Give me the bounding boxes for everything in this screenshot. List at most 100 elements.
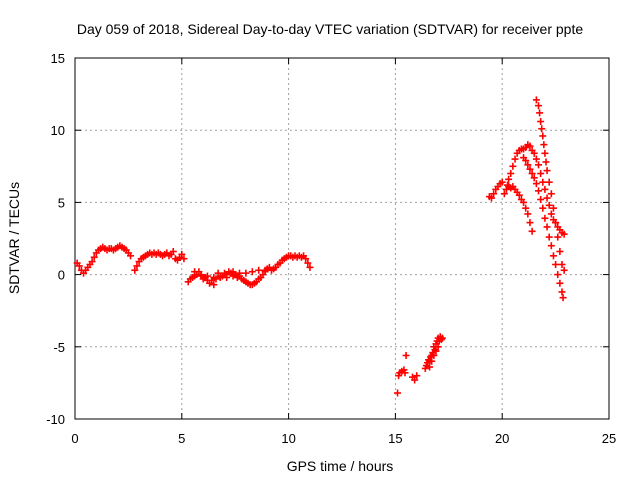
chart-title: Day 059 of 2018, Sidereal Day-to-day VTE… (77, 21, 584, 37)
x-tick-label: 15 (388, 431, 402, 446)
data-point-marker (552, 260, 560, 268)
data-point-marker (522, 204, 530, 212)
data-point-marker (530, 149, 538, 157)
x-tick-label: 10 (281, 431, 295, 446)
data-point-marker (180, 255, 188, 263)
data-point-marker (520, 198, 528, 206)
data-point-marker (509, 162, 517, 170)
data-point-marker (526, 165, 534, 173)
y-tick-label: 15 (51, 51, 65, 66)
data-point-marker (427, 353, 435, 361)
data-point-marker (543, 223, 551, 231)
x-tick-label: 0 (71, 431, 78, 446)
data-point-marker (532, 96, 540, 104)
x-axis-label: GPS time / hours (287, 458, 394, 474)
data-point-marker (543, 167, 551, 175)
x-tick-label: 25 (602, 431, 616, 446)
data-point-marker (304, 259, 312, 267)
data-point-marker (426, 363, 434, 371)
data-point-marker (229, 268, 237, 276)
data-point-marker (507, 170, 515, 178)
data-point-marker (538, 125, 546, 133)
data-point-marker (248, 268, 256, 276)
data-point-marker (547, 242, 555, 250)
data-point-marker (545, 233, 553, 241)
data-points (73, 96, 568, 397)
data-point-marker (498, 178, 506, 186)
data-point-marker (306, 263, 314, 271)
y-tick-label: -10 (46, 412, 65, 427)
y-tick-label: 0 (58, 268, 65, 283)
data-point-marker (535, 187, 543, 195)
data-point-marker (197, 271, 205, 279)
data-point-marker (547, 190, 555, 198)
x-tick-label: 5 (178, 431, 185, 446)
data-point-marker (547, 210, 555, 218)
data-point-marker (210, 281, 218, 289)
data-point-marker (500, 190, 508, 198)
data-point-marker (430, 351, 438, 359)
data-point-marker (437, 336, 445, 344)
data-point-marker (537, 118, 545, 126)
data-point-marker (133, 262, 141, 270)
data-point-marker (88, 258, 96, 266)
data-point-marker (191, 268, 199, 276)
data-point-marker (539, 132, 547, 140)
plot-frame (74, 57, 610, 420)
data-point-marker (261, 268, 269, 276)
data-point-marker (559, 294, 567, 302)
data-point-marker (528, 227, 536, 235)
data-point-marker (401, 369, 409, 377)
data-point-marker (558, 288, 566, 296)
data-point-marker (522, 157, 530, 165)
data-point-marker (536, 109, 544, 117)
data-point-marker (411, 376, 419, 384)
data-point-marker (554, 233, 562, 241)
data-point-marker (515, 191, 523, 199)
data-point-marker (556, 247, 564, 255)
data-point-marker (532, 155, 540, 163)
data-point-marker (560, 230, 568, 238)
data-point-marker (428, 357, 436, 365)
data-point-marker (541, 185, 549, 193)
y-axis-label: SDTVAR / TECUs (6, 182, 22, 294)
data-point-marker (556, 279, 564, 287)
data-point-marker (434, 343, 442, 351)
grid-lines (75, 58, 609, 419)
data-point-marker (242, 269, 250, 277)
data-point-marker (524, 210, 532, 218)
y-tick-label: -5 (53, 340, 65, 355)
data-point-marker (413, 372, 421, 380)
data-point-marker (541, 214, 549, 222)
data-point-marker (90, 253, 98, 261)
axis-ticks: 0 5 10 15 20 25 -10 -5 0 5 10 15 (46, 51, 616, 446)
data-point-marker (560, 266, 568, 274)
data-point-marker (490, 190, 498, 198)
data-point-marker (532, 180, 540, 188)
data-point-marker (528, 170, 536, 178)
data-point-marker (223, 273, 231, 281)
data-point-marker (549, 204, 557, 212)
data-point-marker (530, 174, 538, 182)
data-point-marker (394, 389, 402, 397)
data-point-marker (537, 170, 545, 178)
data-point-marker (535, 102, 543, 110)
data-point-marker (552, 219, 560, 227)
data-point-marker (535, 161, 543, 169)
data-point-marker (540, 141, 548, 149)
data-point-marker (438, 334, 446, 342)
data-point-marker (545, 178, 553, 186)
data-point-marker (131, 266, 139, 274)
data-point-marker (432, 347, 440, 355)
data-point-marker (554, 271, 562, 279)
data-point-marker (511, 155, 519, 163)
data-point-marker (539, 178, 547, 186)
data-point-marker (505, 175, 513, 183)
data-point-marker (255, 266, 263, 274)
data-point-marker (524, 161, 532, 169)
data-point-marker (178, 250, 186, 258)
data-point-marker (235, 269, 243, 277)
data-point-marker (558, 260, 566, 268)
data-point-marker (542, 158, 550, 166)
data-point-marker (169, 247, 177, 255)
